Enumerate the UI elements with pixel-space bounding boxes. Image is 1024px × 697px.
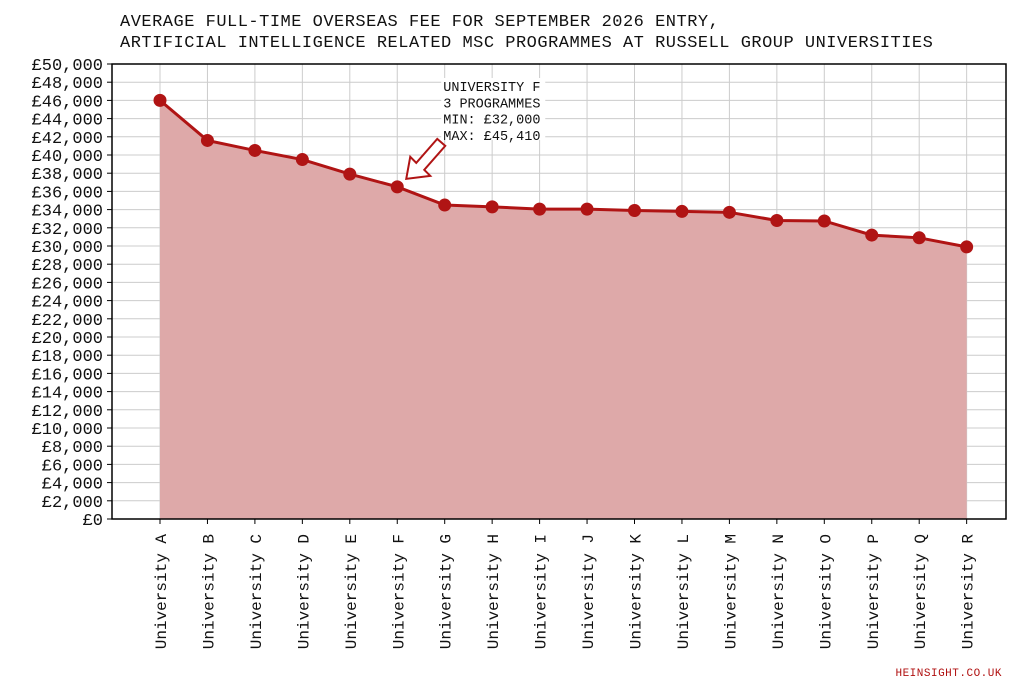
data-point xyxy=(817,214,831,228)
x-tick-label: University G xyxy=(438,534,456,649)
x-tick-label: University P xyxy=(865,534,883,649)
y-tick-label: £2,000 xyxy=(42,494,103,513)
y-tick-label: £22,000 xyxy=(32,312,103,331)
data-point xyxy=(390,180,404,194)
data-point xyxy=(343,167,357,181)
y-tick-label: £34,000 xyxy=(32,203,103,222)
y-tick-label: £10,000 xyxy=(32,421,103,440)
data-point xyxy=(960,240,974,254)
x-tick-label: University C xyxy=(248,534,266,649)
annotation-box xyxy=(441,78,546,140)
annotation-arrow xyxy=(405,137,447,181)
y-tick-label: £36,000 xyxy=(32,184,103,203)
x-tick-label: University E xyxy=(343,534,361,649)
x-tick-label: University F xyxy=(390,534,408,649)
plot-frame xyxy=(111,63,1007,520)
y-tick-label: £30,000 xyxy=(32,239,103,258)
x-tick-label: University D xyxy=(295,534,313,649)
annotation-text: MIN: £32,000 xyxy=(443,114,540,129)
x-tick-label: University J xyxy=(580,534,598,649)
y-tick-label: £4,000 xyxy=(42,476,103,495)
x-tick-label: University I xyxy=(533,534,551,649)
data-point xyxy=(153,93,167,107)
credit-label: HEINSIGHT.CO.UK xyxy=(895,668,1002,680)
data-point xyxy=(200,133,214,147)
y-tick-label: £20,000 xyxy=(32,330,103,349)
data-point xyxy=(770,214,784,228)
data-point xyxy=(533,202,547,216)
data-point xyxy=(580,202,594,216)
data-point xyxy=(248,143,262,157)
y-tick-label: £38,000 xyxy=(32,166,103,185)
data-point xyxy=(485,200,499,214)
y-tick-label: £8,000 xyxy=(42,439,103,458)
x-tick-label: University O xyxy=(817,534,835,649)
y-tick-label: £48,000 xyxy=(32,75,103,94)
y-tick-label: £26,000 xyxy=(32,275,103,294)
annotation-text: 3 PROGRAMMES xyxy=(443,97,540,112)
y-tick-label: £40,000 xyxy=(32,148,103,167)
x-tick-label: University L xyxy=(675,534,693,649)
y-tick-label: £42,000 xyxy=(32,130,103,149)
area-fill xyxy=(160,100,967,520)
y-tick-label: £32,000 xyxy=(32,221,103,240)
x-tick-label: University N xyxy=(770,534,788,649)
y-tick-label: £44,000 xyxy=(32,112,103,131)
x-tick-label: University K xyxy=(628,534,646,650)
chart-title-line-2: ARTIFICIAL INTELLIGENCE RELATED MSC PROG… xyxy=(120,34,934,53)
y-tick-label: £16,000 xyxy=(32,366,103,385)
series-line xyxy=(159,99,967,249)
data-point xyxy=(675,204,689,218)
y-tick-label: £46,000 xyxy=(32,93,103,112)
data-point xyxy=(865,228,879,242)
chart-title-line-1: AVERAGE FULL-TIME OVERSEAS FEE FOR SEPTE… xyxy=(120,13,720,32)
data-point xyxy=(912,231,926,245)
x-tick-label: University Q xyxy=(912,534,930,649)
x-tick-label: University B xyxy=(200,534,218,649)
y-tick-label: £14,000 xyxy=(32,385,103,404)
y-tick-label: £28,000 xyxy=(32,257,103,276)
y-tick-label: £24,000 xyxy=(32,294,103,313)
y-tick-label: £50,000 xyxy=(32,57,103,76)
data-point xyxy=(628,204,641,218)
chart-title: AVERAGE FULL-TIME OVERSEAS FEE FOR SEPTE… xyxy=(120,12,933,54)
data-point xyxy=(722,205,736,219)
x-tick-label: University A xyxy=(153,534,171,650)
y-tick-label: £18,000 xyxy=(32,348,103,367)
y-tick-label: £0 xyxy=(83,512,103,531)
y-tick-label: £6,000 xyxy=(42,457,103,476)
x-tick-label: University M xyxy=(722,534,740,649)
data-point xyxy=(295,153,309,167)
x-tick-label: University H xyxy=(485,534,503,649)
annotation-text: MAX: £45,410 xyxy=(443,130,540,145)
annotation-text: UNIVERSITY F xyxy=(443,81,540,96)
y-tick-label: £12,000 xyxy=(32,403,103,422)
x-tick-label: University R xyxy=(960,534,978,650)
data-point xyxy=(438,198,452,212)
